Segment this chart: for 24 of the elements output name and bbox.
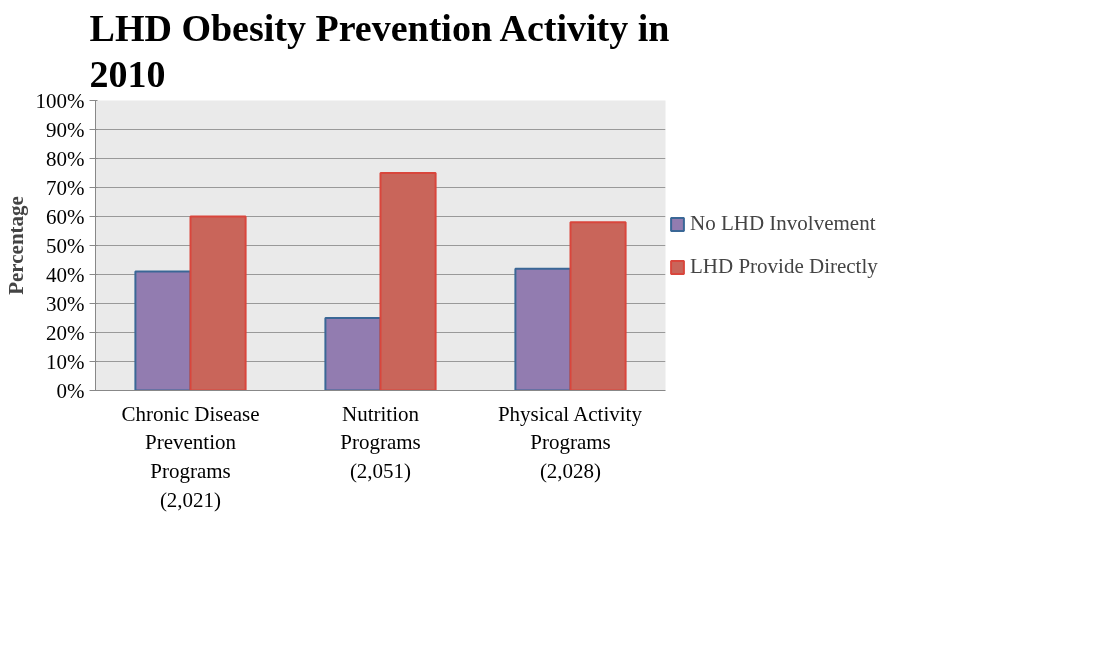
y-axis-title: Percentage [3, 196, 28, 295]
y-tick-label: 50% [46, 233, 85, 258]
y-tick-label: 0% [56, 378, 85, 403]
x-tick-label: Chronic Disease Prevention Programs (2,021) [121, 401, 260, 512]
bar [569, 221, 627, 391]
y-tick-label: 30% [46, 291, 85, 316]
y-tick-label: 90% [46, 117, 85, 142]
y-tick-label: 40% [46, 262, 85, 287]
bar [189, 215, 247, 391]
chart-title: LHD Obesity Prevention Activity in 2010 [89, 7, 670, 96]
bar [514, 267, 572, 391]
bar [379, 172, 437, 391]
bar [134, 270, 192, 391]
y-tick-label: 20% [46, 320, 85, 345]
legend-label: No LHD Involvement [690, 211, 876, 236]
legend-label: LHD Provide Directly [690, 254, 878, 279]
y-tick-label: 100% [35, 88, 85, 113]
y-tick-label: 80% [46, 146, 85, 171]
y-tick-label: 60% [46, 204, 85, 229]
y-tick-label: 10% [46, 349, 85, 374]
y-tick-label: 70% [46, 175, 85, 200]
x-tick-label: Physical Activity Programs (2,028) [497, 401, 643, 484]
x-tick-label: Nutrition Programs (2,051) [340, 401, 421, 484]
bar [324, 317, 382, 391]
